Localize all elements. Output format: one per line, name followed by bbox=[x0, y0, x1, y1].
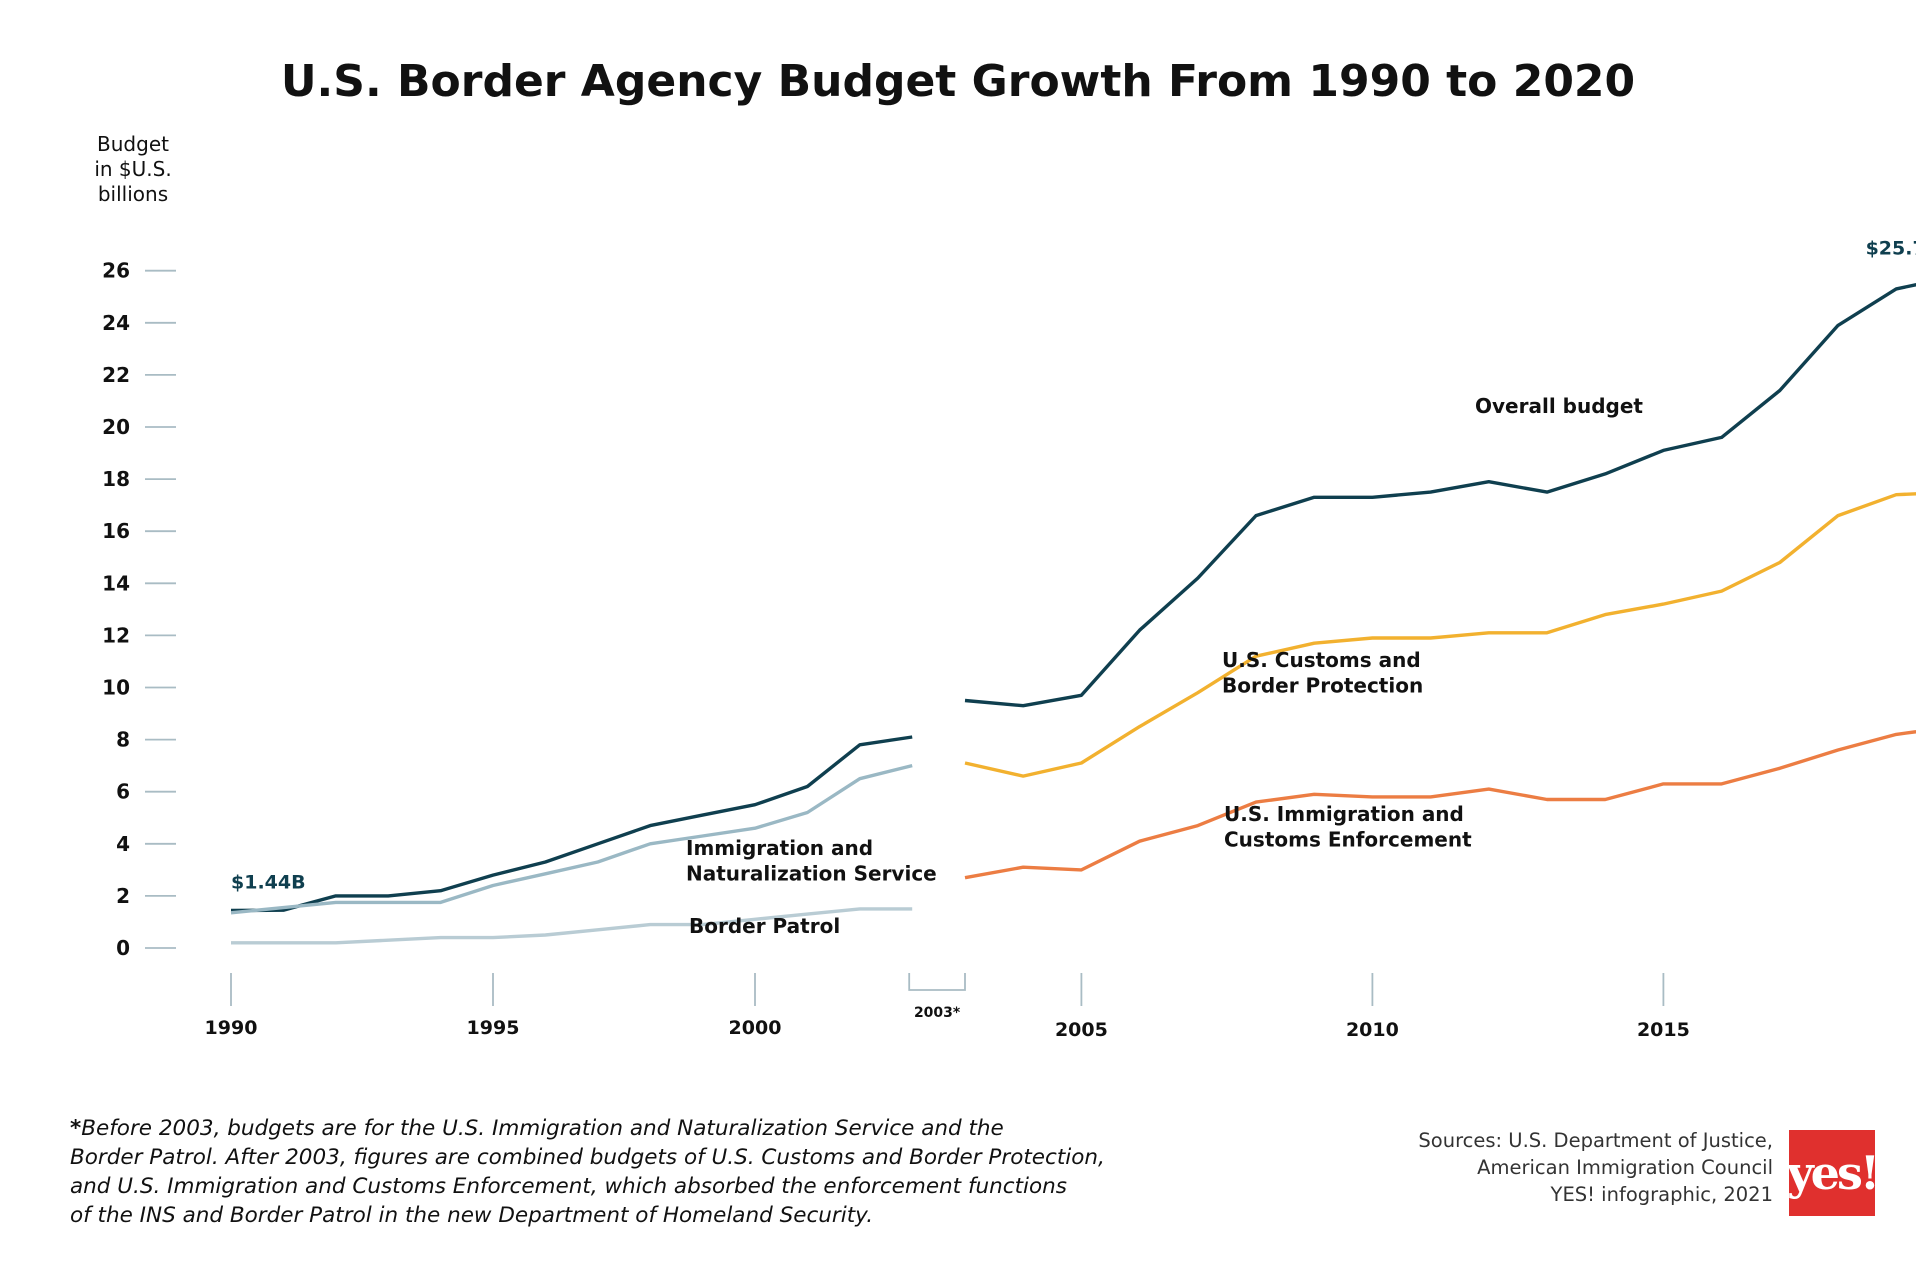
y-tick-label: 24 bbox=[102, 311, 130, 335]
y-tick-label: 4 bbox=[116, 832, 130, 856]
y-tick-label: 14 bbox=[102, 571, 130, 595]
footnote-line-2: Border Patrol. After 2003, figures are c… bbox=[70, 1145, 1105, 1170]
series-label-u-s-customs-and-border-protection: Border Protection bbox=[1222, 674, 1423, 698]
series-line-border-patrol bbox=[231, 907, 913, 945]
x-axis: 19901995200020052010201520202003* bbox=[205, 973, 1690, 1041]
sources-line-2: American Immigration Council bbox=[1477, 1156, 1773, 1179]
series-label-border-patrol: Border Patrol bbox=[689, 914, 840, 938]
series-line-u-s-customs-and-border-protection bbox=[964, 492, 1916, 778]
x-break-bracket bbox=[908, 973, 966, 991]
y-axis-label-line-2: in $U.S. bbox=[94, 157, 171, 181]
value-annotation: $25.77B bbox=[1866, 238, 1916, 260]
footnote-star: * bbox=[70, 1116, 82, 1141]
y-tick-label: 2 bbox=[116, 884, 130, 908]
x-tick-label: 2000 bbox=[729, 1017, 782, 1039]
x-break-label: 2003* bbox=[914, 1005, 961, 1021]
yes-logo: yes! bbox=[1786, 1130, 1880, 1216]
footnote-text-1: Before 2003, budgets are for the U.S. Im… bbox=[81, 1116, 1004, 1141]
sources-line-3: YES! infographic, 2021 bbox=[1550, 1183, 1773, 1206]
series-line-u-s-immigration-and-customs-enforcement bbox=[964, 730, 1916, 880]
x-tick-label: 1995 bbox=[467, 1017, 520, 1039]
series-label-immigration-and-naturalization-service: Naturalization Service bbox=[686, 862, 937, 886]
series-label-u-s-immigration-and-customs-enforcement: Customs Enforcement bbox=[1224, 828, 1472, 852]
footnote-line-3: and U.S. Immigration and Customs Enforce… bbox=[70, 1174, 1067, 1199]
series-line-overall-budget bbox=[964, 283, 1916, 708]
footnote-line-4: of the INS and Border Patrol in the new … bbox=[70, 1203, 874, 1228]
x-tick-label: 2015 bbox=[1637, 1019, 1690, 1041]
y-tick-label: 8 bbox=[116, 728, 130, 752]
y-tick-label: 18 bbox=[102, 467, 130, 491]
x-tick-label: 1990 bbox=[205, 1017, 258, 1039]
series-label-u-s-immigration-and-customs-enforcement: U.S. Immigration and bbox=[1224, 802, 1464, 826]
series-layer bbox=[230, 283, 1916, 945]
y-tick-label: 20 bbox=[102, 415, 130, 439]
y-tick-label: 12 bbox=[102, 623, 130, 647]
sources-line-1: Sources: U.S. Department of Justice, bbox=[1418, 1129, 1773, 1152]
chart-title: U.S. Border Agency Budget Growth From 19… bbox=[281, 56, 1635, 107]
y-tick-label: 26 bbox=[102, 259, 130, 283]
sources: Sources: U.S. Department of Justice, Ame… bbox=[1418, 1127, 1773, 1208]
x-tick-label: 2010 bbox=[1346, 1019, 1399, 1041]
yes-logo-text: yes! bbox=[1786, 1146, 1880, 1200]
series-label-u-s-customs-and-border-protection: U.S. Customs and bbox=[1222, 648, 1421, 672]
series-line-immigration-and-naturalization-service bbox=[230, 763, 913, 915]
footnote: *Before 2003, budgets are for the U.S. I… bbox=[70, 1114, 1130, 1230]
series-label-immigration-and-naturalization-service: Immigration and bbox=[686, 836, 873, 860]
series-line-overall-budget bbox=[230, 735, 913, 913]
footnote-line-1: *Before 2003, budgets are for the U.S. I… bbox=[70, 1114, 1130, 1143]
x-tick-label: 2005 bbox=[1055, 1019, 1108, 1041]
y-axis-label-line-3: billions bbox=[98, 182, 168, 206]
y-tick-label: 6 bbox=[116, 780, 130, 804]
y-tick-label: 16 bbox=[102, 519, 130, 543]
y-tick-label: 0 bbox=[116, 936, 130, 960]
y-tick-label: 10 bbox=[102, 676, 130, 700]
series-label-overall-budget: Overall budget bbox=[1475, 394, 1643, 418]
y-tick-label: 22 bbox=[102, 363, 130, 387]
value-annotation: $1.44B bbox=[231, 871, 306, 893]
y-axis-label-line-1: Budget bbox=[97, 132, 169, 156]
